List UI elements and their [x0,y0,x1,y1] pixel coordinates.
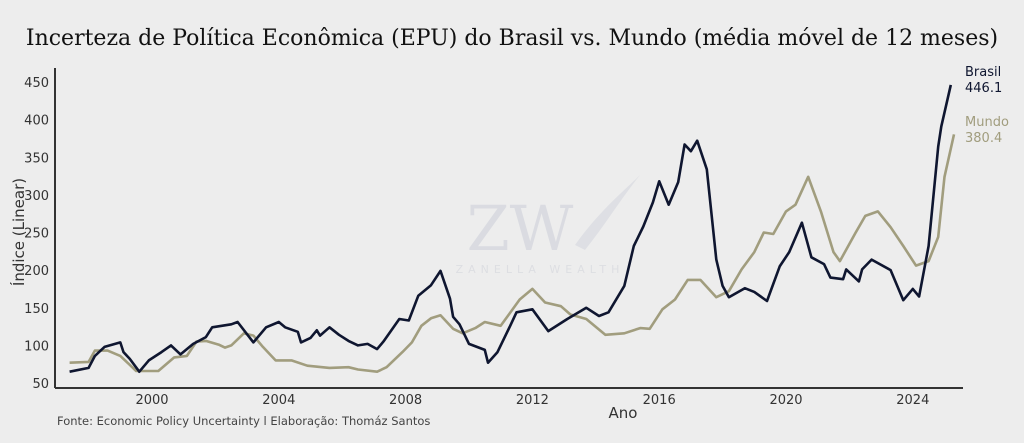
series-line-brasil [69,84,953,374]
y-tick-label: 50 [32,377,49,392]
x-axis-label: Ano [609,404,638,422]
brasil-end-value: 446.1 [965,81,1002,96]
end-labels: Brasil 446.1 Mundo 380.4 [965,65,1009,146]
chart-title: Incerteza de Política Econômica (EPU) do… [26,26,998,51]
source-note: Fonte: Economic Policy Uncertainty l Ela… [57,414,430,428]
watermark-text: ZANELLA WEALTH [456,263,625,276]
series-line-mundo [69,134,956,374]
y-tick-label: 300 [24,189,49,204]
y-tick-label: 350 [24,151,49,166]
y-tick-label: 250 [24,227,49,242]
y-tick-label: 450 [24,76,49,91]
brasil-series-label: Brasil [965,65,1001,80]
mundo-end-value: 380.4 [965,131,1002,146]
x-tick-label: 2020 [769,393,802,408]
x-tick-label: 2008 [389,393,422,408]
y-tick-label: 100 [24,339,49,354]
x-tick-label: 2000 [135,393,168,408]
y-axis-label: Índice (Linear) [9,178,28,286]
x-tick-label: 2004 [262,393,295,408]
y-tick-label: 150 [24,302,49,317]
watermark-monogram: ZW [467,192,574,265]
y-tick-label: 200 [24,264,49,279]
x-tick-label: 2024 [896,393,929,408]
y-tick-label: 400 [24,114,49,129]
wing-icon [575,175,640,250]
x-tick-label: 2012 [516,393,549,408]
mundo-series-label: Mundo [965,115,1009,130]
watermark: ZW ZANELLA WEALTH [456,175,640,276]
x-tick-label: 2016 [643,393,676,408]
